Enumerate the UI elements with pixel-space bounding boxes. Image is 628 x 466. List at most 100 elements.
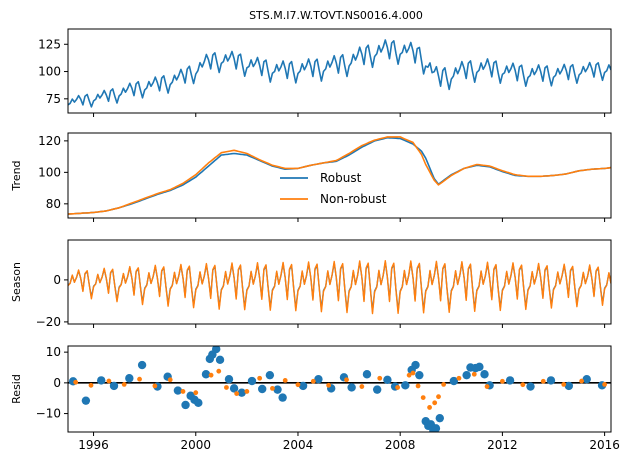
ytick-label: 10	[46, 345, 61, 359]
resid-point-robust	[201, 370, 211, 379]
xtick-label: 2016	[589, 438, 620, 452]
resid-point-robust	[435, 413, 444, 423]
resid-point-non-robust	[471, 371, 477, 377]
axes-frame	[67, 239, 612, 325]
resid-point-robust	[194, 398, 203, 408]
resid-point-non-robust	[73, 379, 79, 385]
ytick-label: −20	[36, 315, 61, 329]
resid-point-robust	[546, 376, 556, 385]
resid-point-robust	[347, 383, 356, 392]
resid-point-non-robust	[427, 405, 432, 410]
resid-point-robust	[526, 382, 535, 391]
resid-point-robust	[212, 346, 221, 354]
axes-frame	[67, 28, 612, 114]
resid-point-non-robust	[420, 395, 426, 400]
resid-point-robust	[582, 374, 591, 384]
resid-point-non-robust	[359, 384, 365, 389]
resid-point-non-robust	[208, 372, 214, 378]
resid-point-non-robust	[395, 385, 401, 390]
resid-point-robust	[314, 374, 323, 384]
figure-title: STS.M.I7.W.TOVT.NS0016.4.000	[249, 9, 423, 22]
series-line-observed	[68, 39, 611, 108]
resid-point-robust	[125, 374, 134, 383]
xtick-label: 2008	[385, 438, 416, 452]
resid-point-non-robust	[540, 378, 546, 384]
resid-point-non-robust	[167, 377, 173, 383]
resid-point-robust	[265, 370, 275, 380]
resid-point-non-robust	[224, 385, 229, 390]
resid-point-non-robust	[88, 382, 94, 388]
ytick-label: 80	[46, 197, 61, 211]
ytick-label: 100	[38, 165, 61, 179]
ylabel-resid: Resid	[10, 374, 23, 404]
resid-point-robust	[431, 424, 441, 432]
resid-point-robust	[237, 388, 246, 397]
ylabel-trend: Trend	[10, 160, 23, 191]
ytick-label: 125	[38, 37, 61, 51]
resid-point-non-robust	[326, 382, 332, 388]
resid-point-robust	[215, 355, 225, 365]
resid-point-non-robust	[234, 391, 240, 397]
resid-point-robust	[383, 375, 392, 384]
resid-point-robust	[81, 396, 91, 405]
ytick-label: 120	[38, 134, 61, 148]
panel-season: −20 0 Season	[10, 239, 612, 329]
resid-point-non-robust	[436, 394, 441, 400]
ytick-label: −10	[36, 407, 61, 421]
resid-point-robust	[415, 370, 424, 380]
ytick-label: 75	[46, 92, 61, 106]
resid-point-robust	[401, 381, 410, 390]
resid-point-robust	[298, 381, 308, 391]
resid-point-robust	[109, 381, 119, 391]
resid-point-non-robust	[415, 383, 421, 389]
resid-point-non-robust	[244, 389, 250, 394]
resid-point-non-robust	[441, 381, 447, 387]
legend-label-robust: Robust	[320, 171, 362, 185]
resid-point-robust	[462, 370, 471, 380]
panel-trend: 80 100 120 Trend Robust Non-robust	[10, 132, 612, 222]
panel-observed: 75 100 125	[38, 28, 612, 117]
ytick-label: 0	[53, 376, 61, 390]
resid-point-non-robust	[106, 378, 112, 384]
plot-area	[68, 346, 611, 432]
resid-point-non-robust	[377, 375, 383, 381]
plot-area	[68, 260, 611, 315]
resid-point-non-robust	[137, 376, 142, 382]
resid-point-non-robust	[432, 400, 438, 406]
resid-point-non-robust	[282, 378, 288, 383]
resid-point-robust	[480, 370, 489, 379]
ytick-label: 0	[53, 273, 61, 287]
resid-point-robust	[362, 370, 372, 379]
resid-point-non-robust	[152, 383, 158, 389]
season-line-non-robust	[68, 260, 611, 315]
series-line-non-robust	[68, 136, 611, 215]
resid-point-non-robust	[406, 372, 412, 378]
resid-point-non-robust	[295, 382, 301, 388]
resid-point-non-robust	[484, 384, 490, 389]
resid-point-robust	[372, 385, 382, 394]
resid-point-robust	[505, 376, 515, 385]
resid-point-robust	[449, 376, 459, 386]
resid-point-robust	[247, 376, 257, 386]
resid-point-robust	[173, 386, 183, 395]
resid-point-non-robust	[579, 378, 585, 384]
resid-point-non-robust	[500, 378, 505, 384]
resid-point-robust	[475, 362, 484, 372]
plot-area	[68, 39, 611, 108]
legend: Robust Non-robust	[280, 171, 387, 206]
resid-point-non-robust	[456, 375, 462, 381]
axes-frame	[67, 345, 612, 433]
resid-point-robust	[273, 385, 282, 394]
resid-point-non-robust	[310, 378, 316, 384]
panel-resid: −10 0 10 1996 2000 2004 2008 2012 2016 Resid	[10, 345, 620, 452]
resid-point-non-robust	[121, 381, 127, 387]
resid-point-non-robust	[216, 368, 222, 374]
resid-point-robust	[564, 381, 574, 391]
resid-point-non-robust	[193, 390, 199, 396]
axes-frame	[67, 132, 612, 219]
resid-point-non-robust	[257, 375, 263, 381]
ytick-label: 100	[38, 65, 61, 79]
resid-point-non-robust	[602, 381, 608, 387]
